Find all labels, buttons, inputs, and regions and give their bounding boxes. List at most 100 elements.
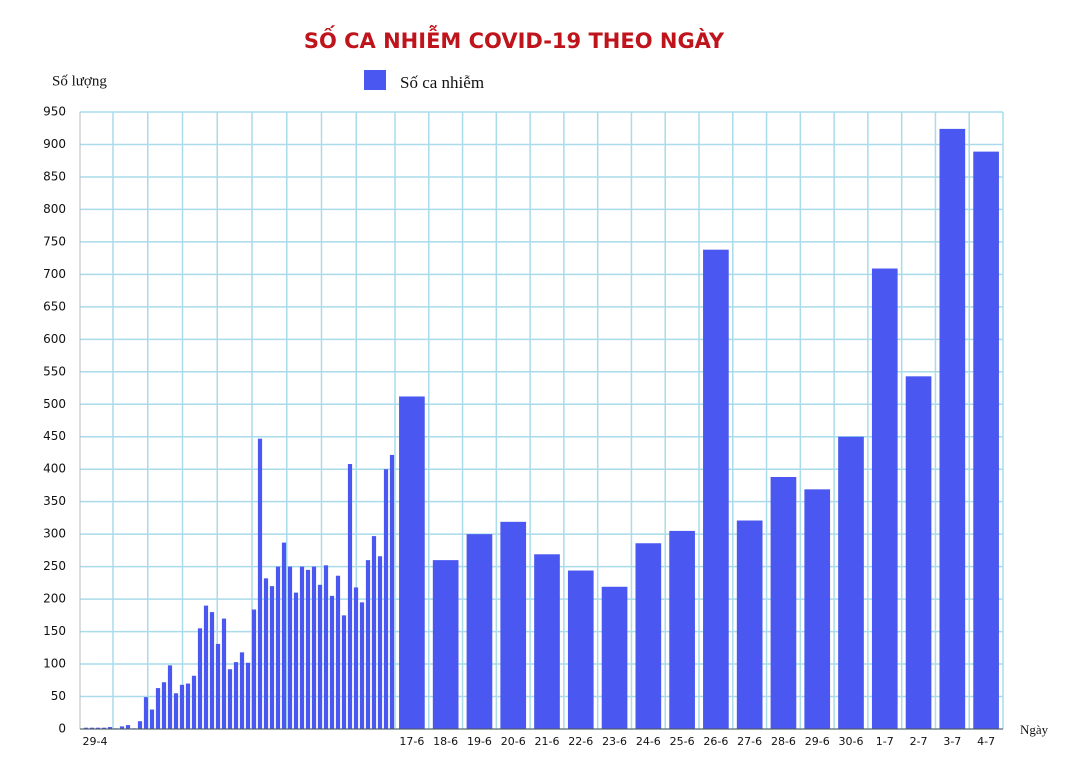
x-tick-label: 19-6 [467,735,492,748]
y-tick-label: 150 [43,624,66,638]
bar [137,721,143,729]
bar [173,693,179,729]
y-tick-label: 500 [43,397,66,411]
bar [804,489,831,729]
x-tick-label: 23-6 [602,735,627,748]
bar [500,521,527,729]
x-tick-label: 28-6 [771,735,796,748]
bar [703,249,729,729]
bar [905,376,932,729]
bar [383,469,389,729]
x-tick-label: 4-7 [977,735,995,748]
legend-label: Số ca nhiễm [400,73,484,92]
y-tick-label: 650 [43,299,66,313]
bar [167,665,173,729]
bar [399,396,425,729]
x-tick-label: 26-6 [703,735,728,748]
y-tick-label: 100 [43,657,66,671]
bar [311,566,317,729]
bar [305,569,311,729]
bar [203,605,209,729]
y-tick-label: 600 [43,332,66,346]
bar [257,438,263,729]
bar [269,586,275,729]
bar [287,566,293,729]
y-tick-label: 250 [43,559,66,573]
bar [432,560,459,729]
y-axis-label: Số lượng [52,73,107,89]
x-tick-label: 29-6 [805,735,830,748]
bar [263,578,269,729]
bar [939,128,966,729]
x-tick-label: 22-6 [568,735,593,748]
bar [377,556,383,729]
y-tick-label: 800 [43,202,66,216]
x-tick-label: 24-6 [636,735,661,748]
y-tick-label: 0 [58,722,66,736]
y-tick-label: 400 [43,462,66,476]
bar [293,592,299,729]
bar [973,151,999,729]
bar [209,612,215,729]
bar [323,565,329,729]
x-tick-label: 1-7 [876,735,894,748]
bar [221,618,227,729]
bar [534,554,560,729]
bar [101,727,107,729]
bar [245,662,251,729]
y-tick-label: 900 [43,137,66,151]
y-tick-label: 700 [43,267,66,281]
bar [215,643,221,729]
x-tick-label: 25-6 [670,735,695,748]
x-tick-label: 30-6 [839,735,864,748]
bar [335,575,341,729]
bar [197,628,203,729]
x-tick-label: 2-7 [910,735,928,748]
x-tick-label: 3-7 [943,735,961,748]
bar [251,609,257,729]
bar [365,560,371,729]
bar [466,534,493,729]
bar [125,725,131,729]
y-tick-label: 850 [43,169,66,183]
chart-title: SỐ CA NHIỄM COVID-19 THEO NGÀY [304,25,725,53]
bar [341,615,347,729]
x-tick-label: 21-6 [535,735,560,748]
bar [871,268,898,729]
bar [371,536,377,729]
bar [179,684,185,729]
bar [635,543,662,729]
y-tick-label: 350 [43,494,66,508]
bar [83,727,89,729]
bar [155,688,161,729]
bar [317,584,323,729]
bar [161,682,167,729]
x-tick-label: 17-6 [399,735,424,748]
bar [191,675,197,729]
y-tick-label: 200 [43,592,66,606]
bar [275,566,281,729]
bar [119,726,125,729]
bar [669,530,695,729]
bar [601,586,628,729]
x-tick-label: 27-6 [737,735,762,748]
y-tick-label: 550 [43,364,66,378]
bar [239,652,245,729]
x-axis-label: Ngày [1020,722,1049,737]
bar [329,595,335,729]
y-tick-label: 750 [43,234,66,248]
y-tick-label: 300 [43,527,66,541]
bar [227,669,233,729]
y-tick-label: 450 [43,429,66,443]
bar [107,727,113,729]
y-tick-label: 950 [43,105,66,119]
bar [838,436,864,729]
bar [185,683,191,729]
bar [89,727,95,729]
bar [353,587,359,729]
bar [149,709,155,729]
x-tick-label: 29-4 [83,735,108,748]
bar [281,542,287,729]
y-tick-label: 50 [51,689,66,703]
